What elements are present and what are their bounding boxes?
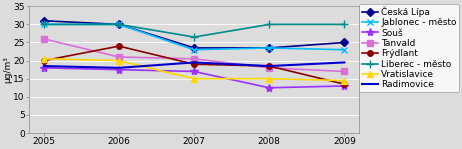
Jablonec - město	[341, 49, 347, 51]
Jablonec - město	[116, 24, 122, 25]
Jablonec - město	[191, 49, 197, 51]
Radimovice	[191, 62, 197, 63]
Česká Lípa	[341, 42, 347, 43]
Vratislavice	[191, 78, 197, 80]
Vratislavice	[41, 58, 47, 60]
Česká Lípa	[41, 20, 47, 22]
Souš	[41, 67, 47, 69]
Line: Liberec - město: Liberec - město	[40, 20, 348, 41]
Frýdlant	[191, 63, 197, 65]
Radimovice	[41, 65, 47, 67]
Souš	[267, 87, 272, 89]
Česká Lípa	[267, 47, 272, 49]
Liberec - město	[191, 36, 197, 38]
Souš	[191, 71, 197, 72]
Frýdlant	[341, 83, 347, 85]
Y-axis label: µg/m³: µg/m³	[3, 56, 12, 83]
Line: Souš: Souš	[40, 64, 348, 92]
Souš	[116, 69, 122, 71]
Line: Česká Lípa: Česká Lípa	[41, 18, 347, 51]
Jablonec - město	[267, 47, 272, 49]
Souš	[341, 85, 347, 87]
Česká Lípa	[191, 47, 197, 49]
Radimovice	[267, 65, 272, 67]
Radimovice	[116, 67, 122, 69]
Line: Frýdlant: Frýdlant	[41, 43, 347, 87]
Frýdlant	[41, 60, 47, 62]
Legend: Česká Lípa, Jablonec - město, Souš, Tanvald, Frýdlant, Liberec - město, Vratisla: Česká Lípa, Jablonec - město, Souš, Tanv…	[359, 4, 459, 92]
Liberec - město	[41, 24, 47, 25]
Line: Tanvald: Tanvald	[41, 36, 347, 74]
Line: Jablonec - město: Jablonec - město	[40, 21, 348, 53]
Liberec - město	[116, 24, 122, 25]
Line: Vratislavice: Vratislavice	[40, 55, 348, 84]
Frýdlant	[116, 45, 122, 47]
Line: Radimovice: Radimovice	[44, 62, 344, 68]
Tanvald	[191, 58, 197, 60]
Vratislavice	[267, 78, 272, 80]
Liberec - město	[267, 24, 272, 25]
Vratislavice	[116, 60, 122, 62]
Česká Lípa	[116, 24, 122, 25]
Radimovice	[341, 62, 347, 63]
Tanvald	[341, 71, 347, 72]
Liberec - město	[341, 24, 347, 25]
Frýdlant	[267, 65, 272, 67]
Jablonec - město	[41, 24, 47, 25]
Tanvald	[267, 67, 272, 69]
Vratislavice	[341, 80, 347, 81]
Tanvald	[41, 38, 47, 40]
Tanvald	[116, 56, 122, 58]
